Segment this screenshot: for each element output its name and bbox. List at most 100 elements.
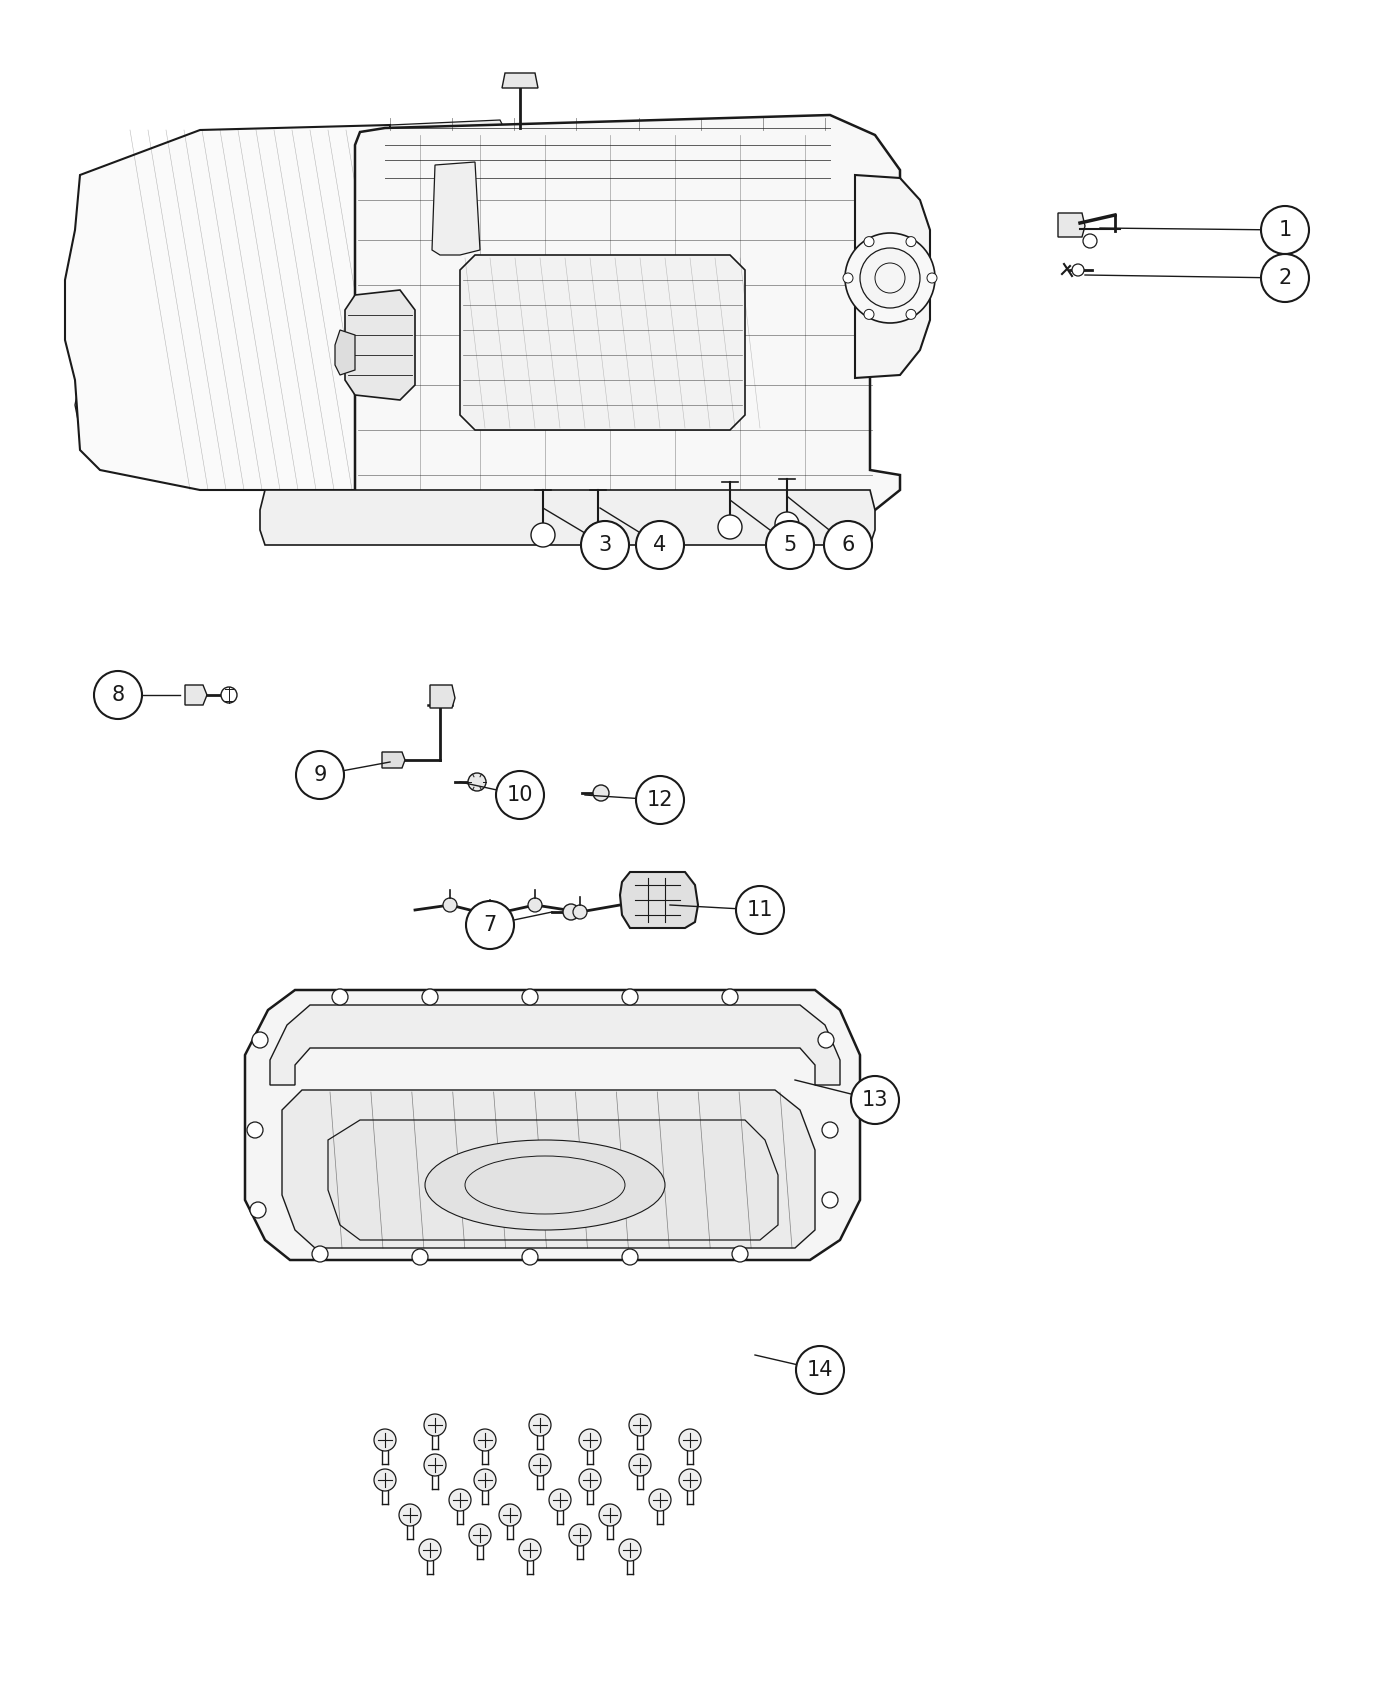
Polygon shape — [382, 751, 405, 768]
Text: 7: 7 — [483, 915, 497, 935]
Circle shape — [374, 1469, 396, 1491]
Circle shape — [843, 274, 853, 282]
Circle shape — [519, 1538, 540, 1561]
Polygon shape — [281, 1090, 815, 1248]
Circle shape — [437, 350, 456, 371]
Circle shape — [252, 1032, 267, 1047]
Circle shape — [766, 520, 813, 570]
Polygon shape — [855, 175, 930, 377]
Circle shape — [167, 447, 186, 468]
Circle shape — [528, 898, 542, 911]
Circle shape — [927, 274, 937, 282]
Polygon shape — [111, 355, 155, 394]
Circle shape — [636, 775, 685, 824]
Circle shape — [475, 1430, 496, 1452]
Circle shape — [496, 772, 545, 819]
Circle shape — [906, 236, 916, 246]
Text: 14: 14 — [806, 1360, 833, 1380]
Circle shape — [469, 1523, 491, 1545]
Circle shape — [797, 1346, 844, 1394]
Circle shape — [864, 309, 874, 320]
Circle shape — [414, 206, 434, 226]
Text: 8: 8 — [112, 685, 125, 706]
Circle shape — [718, 515, 742, 539]
Polygon shape — [356, 116, 900, 520]
Circle shape — [375, 434, 395, 454]
Polygon shape — [76, 260, 146, 330]
Circle shape — [483, 908, 497, 921]
Circle shape — [818, 1032, 834, 1047]
Polygon shape — [260, 490, 875, 546]
Circle shape — [246, 1122, 263, 1137]
Text: 3: 3 — [598, 536, 612, 554]
Circle shape — [364, 432, 378, 445]
Circle shape — [466, 901, 514, 949]
Circle shape — [421, 989, 438, 1005]
Ellipse shape — [846, 233, 935, 323]
Polygon shape — [328, 1120, 778, 1239]
Circle shape — [906, 309, 916, 320]
Circle shape — [162, 175, 176, 189]
Text: 9: 9 — [314, 765, 326, 785]
Circle shape — [563, 904, 580, 920]
Circle shape — [629, 1414, 651, 1436]
Polygon shape — [430, 685, 455, 707]
Polygon shape — [461, 255, 745, 430]
Circle shape — [498, 1504, 521, 1527]
Text: 4: 4 — [654, 536, 666, 554]
Circle shape — [312, 1246, 328, 1261]
Circle shape — [851, 1076, 899, 1124]
Circle shape — [162, 432, 176, 445]
Polygon shape — [270, 1005, 840, 1085]
Text: 1: 1 — [1278, 219, 1292, 240]
Circle shape — [475, 1469, 496, 1491]
Circle shape — [679, 1430, 701, 1452]
Circle shape — [1261, 206, 1309, 253]
Circle shape — [629, 1454, 651, 1476]
Circle shape — [99, 253, 113, 269]
Text: 11: 11 — [746, 899, 773, 920]
Circle shape — [263, 144, 277, 158]
Circle shape — [622, 1250, 638, 1265]
Text: 12: 12 — [647, 790, 673, 809]
Circle shape — [622, 989, 638, 1005]
Polygon shape — [335, 330, 356, 376]
Polygon shape — [76, 371, 146, 430]
Circle shape — [776, 512, 799, 536]
Circle shape — [468, 774, 486, 790]
Circle shape — [568, 1523, 591, 1545]
Circle shape — [424, 1414, 447, 1436]
Text: 10: 10 — [507, 785, 533, 806]
Polygon shape — [620, 872, 699, 928]
Circle shape — [221, 687, 237, 704]
Circle shape — [424, 1454, 447, 1476]
Circle shape — [864, 236, 874, 246]
Circle shape — [427, 253, 441, 269]
Circle shape — [736, 886, 784, 933]
Circle shape — [594, 785, 609, 801]
Circle shape — [332, 989, 349, 1005]
Text: 13: 13 — [862, 1090, 888, 1110]
Circle shape — [825, 520, 872, 570]
Circle shape — [412, 1250, 428, 1265]
Circle shape — [529, 1414, 552, 1436]
Circle shape — [722, 989, 738, 1005]
Circle shape — [531, 524, 554, 547]
Polygon shape — [503, 73, 538, 88]
Circle shape — [364, 175, 378, 189]
Circle shape — [650, 1489, 671, 1511]
Circle shape — [87, 240, 106, 260]
Polygon shape — [344, 291, 414, 400]
Circle shape — [374, 1430, 396, 1452]
Circle shape — [581, 520, 629, 570]
Ellipse shape — [860, 248, 920, 308]
Circle shape — [1084, 235, 1098, 248]
Circle shape — [92, 372, 113, 393]
Text: 5: 5 — [784, 536, 797, 554]
Circle shape — [573, 904, 587, 920]
Circle shape — [186, 144, 206, 165]
Circle shape — [529, 1454, 552, 1476]
Circle shape — [251, 1202, 266, 1217]
Circle shape — [549, 1489, 571, 1511]
Polygon shape — [64, 126, 395, 490]
